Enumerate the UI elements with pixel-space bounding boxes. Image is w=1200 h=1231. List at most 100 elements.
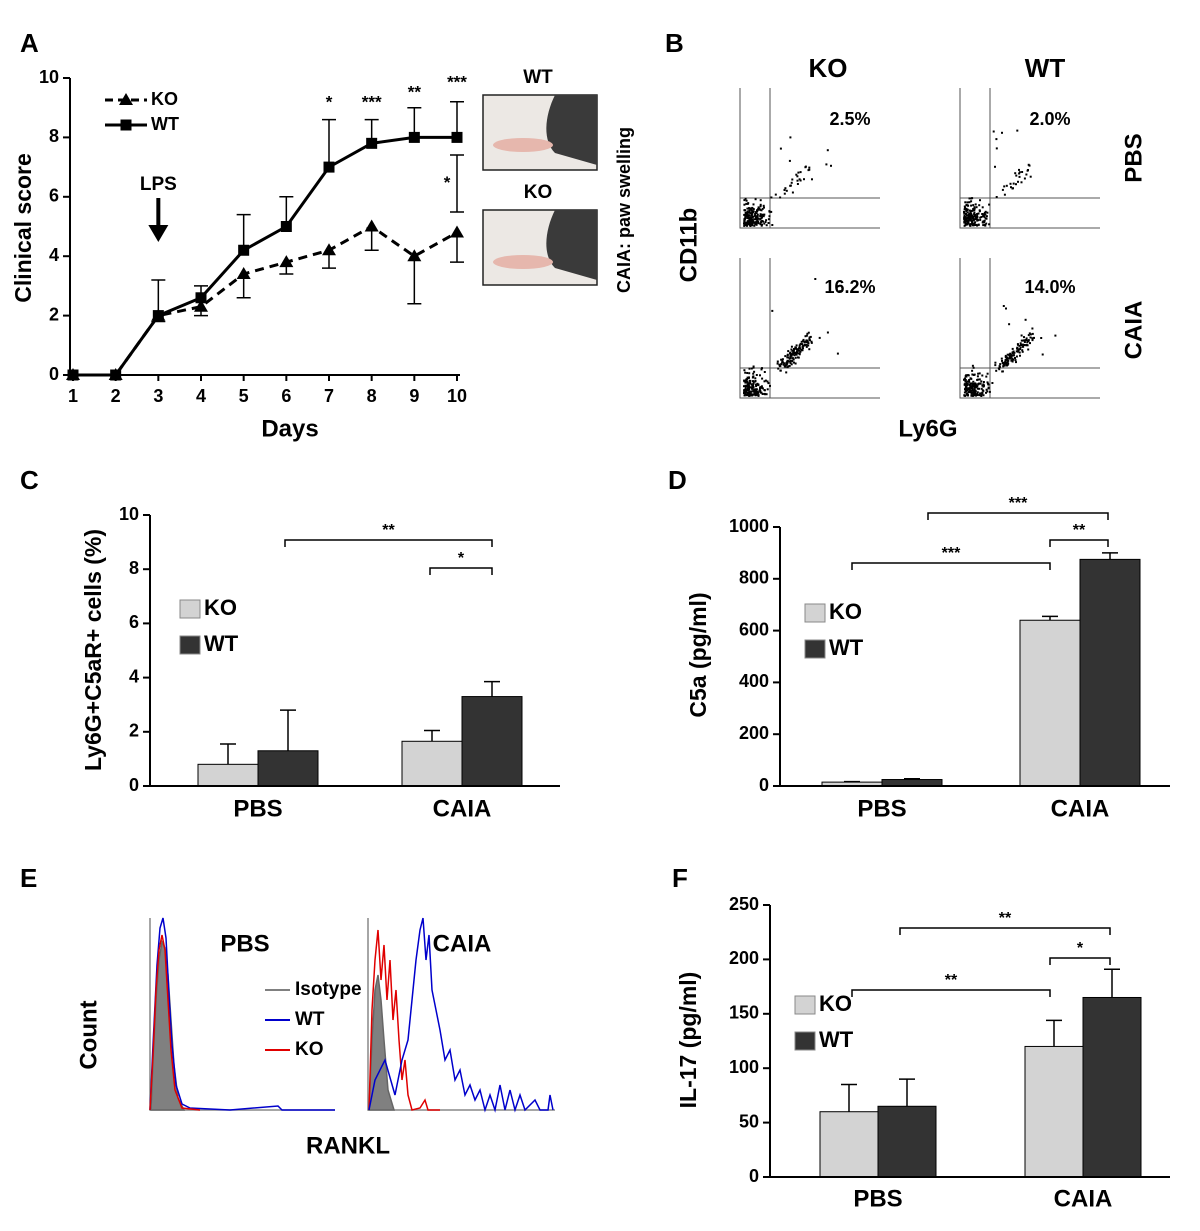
- event-dot: [966, 201, 969, 204]
- bar: [1024, 1045, 1084, 1178]
- event-dot: [749, 392, 752, 395]
- event-dot: [756, 392, 759, 395]
- photo-caption: CAIA: paw swelling: [614, 127, 634, 293]
- event-dot: [765, 219, 768, 222]
- event-dot: [799, 179, 802, 182]
- event-dot: [780, 363, 783, 365]
- event-dot: [743, 369, 746, 372]
- event-dot: [752, 380, 754, 383]
- x-axis-label: RANKL: [306, 1132, 390, 1159]
- event-dot: [804, 165, 807, 168]
- x-tick-label: PBS: [233, 795, 282, 822]
- event-dot: [973, 385, 976, 388]
- event-dot: [981, 215, 984, 218]
- event-dot: [1009, 357, 1012, 359]
- gate-percentage: 14.0%: [1024, 277, 1075, 297]
- error-bar: [407, 256, 422, 305]
- event-dot: [967, 204, 970, 207]
- event-dot: [747, 377, 750, 380]
- legend-label: WT: [204, 631, 239, 656]
- event-dot: [746, 392, 749, 394]
- event-dot: [779, 364, 782, 367]
- event-dot: [988, 390, 991, 393]
- event-dot: [965, 210, 968, 213]
- event-dot: [757, 394, 760, 397]
- legend-label: WT: [819, 1027, 854, 1052]
- event-dot: [776, 362, 779, 365]
- event-dot: [768, 215, 771, 218]
- event-dot: [968, 215, 971, 218]
- event-dot: [1018, 344, 1021, 347]
- event-dot: [808, 337, 811, 340]
- event-dot: [1018, 168, 1020, 171]
- marker: [322, 243, 336, 256]
- event-dot: [970, 215, 973, 218]
- event-dot: [794, 356, 797, 359]
- event-dot: [976, 375, 979, 378]
- event-dot: [795, 344, 798, 347]
- event-dot: [1021, 349, 1024, 352]
- event-dot: [746, 221, 749, 224]
- event-dot: [746, 211, 749, 214]
- event-dot: [744, 393, 747, 396]
- event-dot: [767, 382, 770, 385]
- event-dot: [752, 383, 755, 385]
- event-dot: [745, 202, 748, 205]
- event-dot: [1013, 351, 1016, 354]
- event-dot: [965, 390, 968, 393]
- event-dot: [1015, 183, 1017, 186]
- event-dot: [1025, 173, 1028, 176]
- event-dot: [804, 344, 807, 347]
- x-tick-label: CAIA: [1051, 795, 1110, 822]
- event-dot: [750, 209, 753, 212]
- event-dot: [1002, 364, 1005, 366]
- event-dot: [982, 389, 985, 392]
- event-dot: [964, 201, 967, 204]
- panel-letter: C: [20, 465, 39, 495]
- arrow-head: [148, 225, 169, 242]
- event-dot: [744, 381, 747, 384]
- event-dot: [796, 179, 799, 182]
- event-dot: [776, 360, 779, 363]
- event-dot: [987, 386, 990, 389]
- event-dot: [988, 203, 991, 206]
- event-dot: [983, 215, 986, 218]
- event-dot: [986, 211, 989, 214]
- event-dot: [805, 341, 808, 344]
- significance: **: [999, 910, 1012, 927]
- event-dot: [779, 196, 782, 199]
- event-dot: [1029, 333, 1032, 336]
- y-tick-label: 1000: [729, 516, 769, 536]
- y-tick-label: 6: [129, 612, 139, 632]
- event-dot: [994, 165, 996, 168]
- event-dot: [971, 387, 974, 390]
- bar: [197, 763, 259, 787]
- event-dot: [986, 381, 989, 384]
- event-dot: [1029, 175, 1032, 178]
- event-dot: [839, 290, 842, 293]
- event-dot: [790, 181, 793, 184]
- event-dot: [976, 213, 979, 215]
- event-dot: [761, 377, 764, 380]
- event-dot: [743, 199, 746, 202]
- event-dot: [825, 163, 828, 166]
- event-dot: [1029, 336, 1032, 339]
- event-dot: [752, 366, 755, 369]
- event-dot: [751, 224, 754, 227]
- event-dot: [751, 223, 753, 226]
- event-dot: [763, 389, 766, 391]
- event-dot: [808, 166, 811, 169]
- event-dot: [749, 207, 752, 210]
- event-dot: [968, 391, 971, 393]
- event-dot: [998, 365, 1001, 368]
- event-dot: [973, 224, 975, 227]
- event-dot: [969, 217, 972, 220]
- event-dot: [969, 223, 972, 226]
- event-dot: [743, 218, 746, 221]
- event-dot: [759, 205, 762, 208]
- x-axis-label: Ly6G: [898, 415, 957, 442]
- event-dot: [971, 364, 974, 367]
- bar: [1019, 619, 1081, 787]
- event-dot: [969, 224, 972, 227]
- event-dot: [970, 389, 973, 392]
